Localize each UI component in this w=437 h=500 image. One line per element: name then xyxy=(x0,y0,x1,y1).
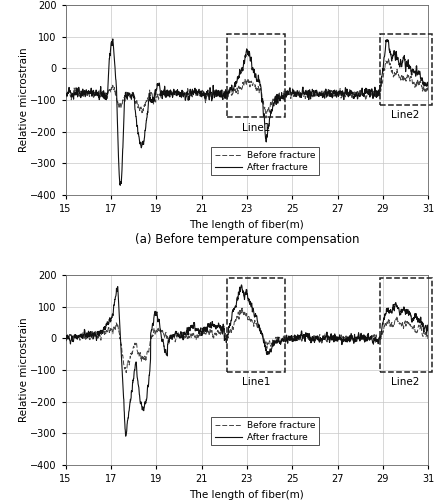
After fracture xyxy=(239,282,244,288)
Before fracture xyxy=(231,86,236,91)
After fracture xyxy=(63,338,68,344)
Before fracture xyxy=(82,89,87,95)
Bar xyxy=(379,34,432,105)
Line: Before fracture: Before fracture xyxy=(66,308,432,372)
Text: (a) Before temperature compensation: (a) Before temperature compensation xyxy=(135,233,359,246)
After fracture xyxy=(82,92,87,98)
Text: Line2: Line2 xyxy=(392,377,420,387)
Before fracture xyxy=(419,324,424,330)
After fracture xyxy=(419,322,424,328)
After fracture xyxy=(63,94,68,100)
Legend: Before fracture, After fracture: Before fracture, After fracture xyxy=(212,148,319,176)
After fracture xyxy=(419,320,424,326)
Line: Before fracture: Before fracture xyxy=(66,58,432,118)
Before fracture xyxy=(419,82,424,87)
Bar xyxy=(226,278,285,372)
Text: Line1: Line1 xyxy=(242,123,270,133)
Before fracture xyxy=(124,370,129,376)
Before fracture xyxy=(429,339,434,345)
After fracture xyxy=(118,182,123,188)
After fracture xyxy=(429,108,434,114)
Text: Line1: Line1 xyxy=(242,377,270,387)
Y-axis label: Relative microstrain: Relative microstrain xyxy=(18,318,28,422)
After fracture xyxy=(123,433,128,439)
After fracture xyxy=(232,306,237,312)
After fracture xyxy=(419,78,424,84)
Before fracture xyxy=(63,335,68,341)
Before fracture xyxy=(82,332,87,338)
After fracture xyxy=(429,347,434,353)
X-axis label: The length of fiber(m): The length of fiber(m) xyxy=(190,220,304,230)
Y-axis label: Relative microstrain: Relative microstrain xyxy=(18,48,28,152)
After fracture xyxy=(110,36,115,42)
After fracture xyxy=(241,294,246,300)
Before fracture xyxy=(239,305,245,311)
Legend: Before fracture, After fracture: Before fracture, After fracture xyxy=(212,418,319,446)
Line: After fracture: After fracture xyxy=(66,39,432,185)
Before fracture xyxy=(352,338,357,344)
After fracture xyxy=(352,335,357,341)
Before fracture xyxy=(419,82,424,88)
Before fracture xyxy=(232,322,237,328)
Before fracture xyxy=(351,89,357,95)
Before fracture xyxy=(63,90,68,96)
After fracture xyxy=(419,75,424,81)
X-axis label: The length of fiber(m): The length of fiber(m) xyxy=(190,490,304,500)
Before fracture xyxy=(429,102,434,108)
Before fracture xyxy=(419,326,424,332)
Bar xyxy=(226,34,285,117)
Before fracture xyxy=(263,115,268,121)
After fracture xyxy=(241,58,246,64)
After fracture xyxy=(232,83,237,89)
Line: After fracture: After fracture xyxy=(66,285,432,436)
Bar xyxy=(379,278,432,372)
Before fracture xyxy=(386,55,391,61)
Text: Line2: Line2 xyxy=(392,110,420,120)
After fracture xyxy=(352,94,357,100)
Before fracture xyxy=(241,82,246,88)
After fracture xyxy=(82,328,87,334)
Before fracture xyxy=(241,311,246,317)
